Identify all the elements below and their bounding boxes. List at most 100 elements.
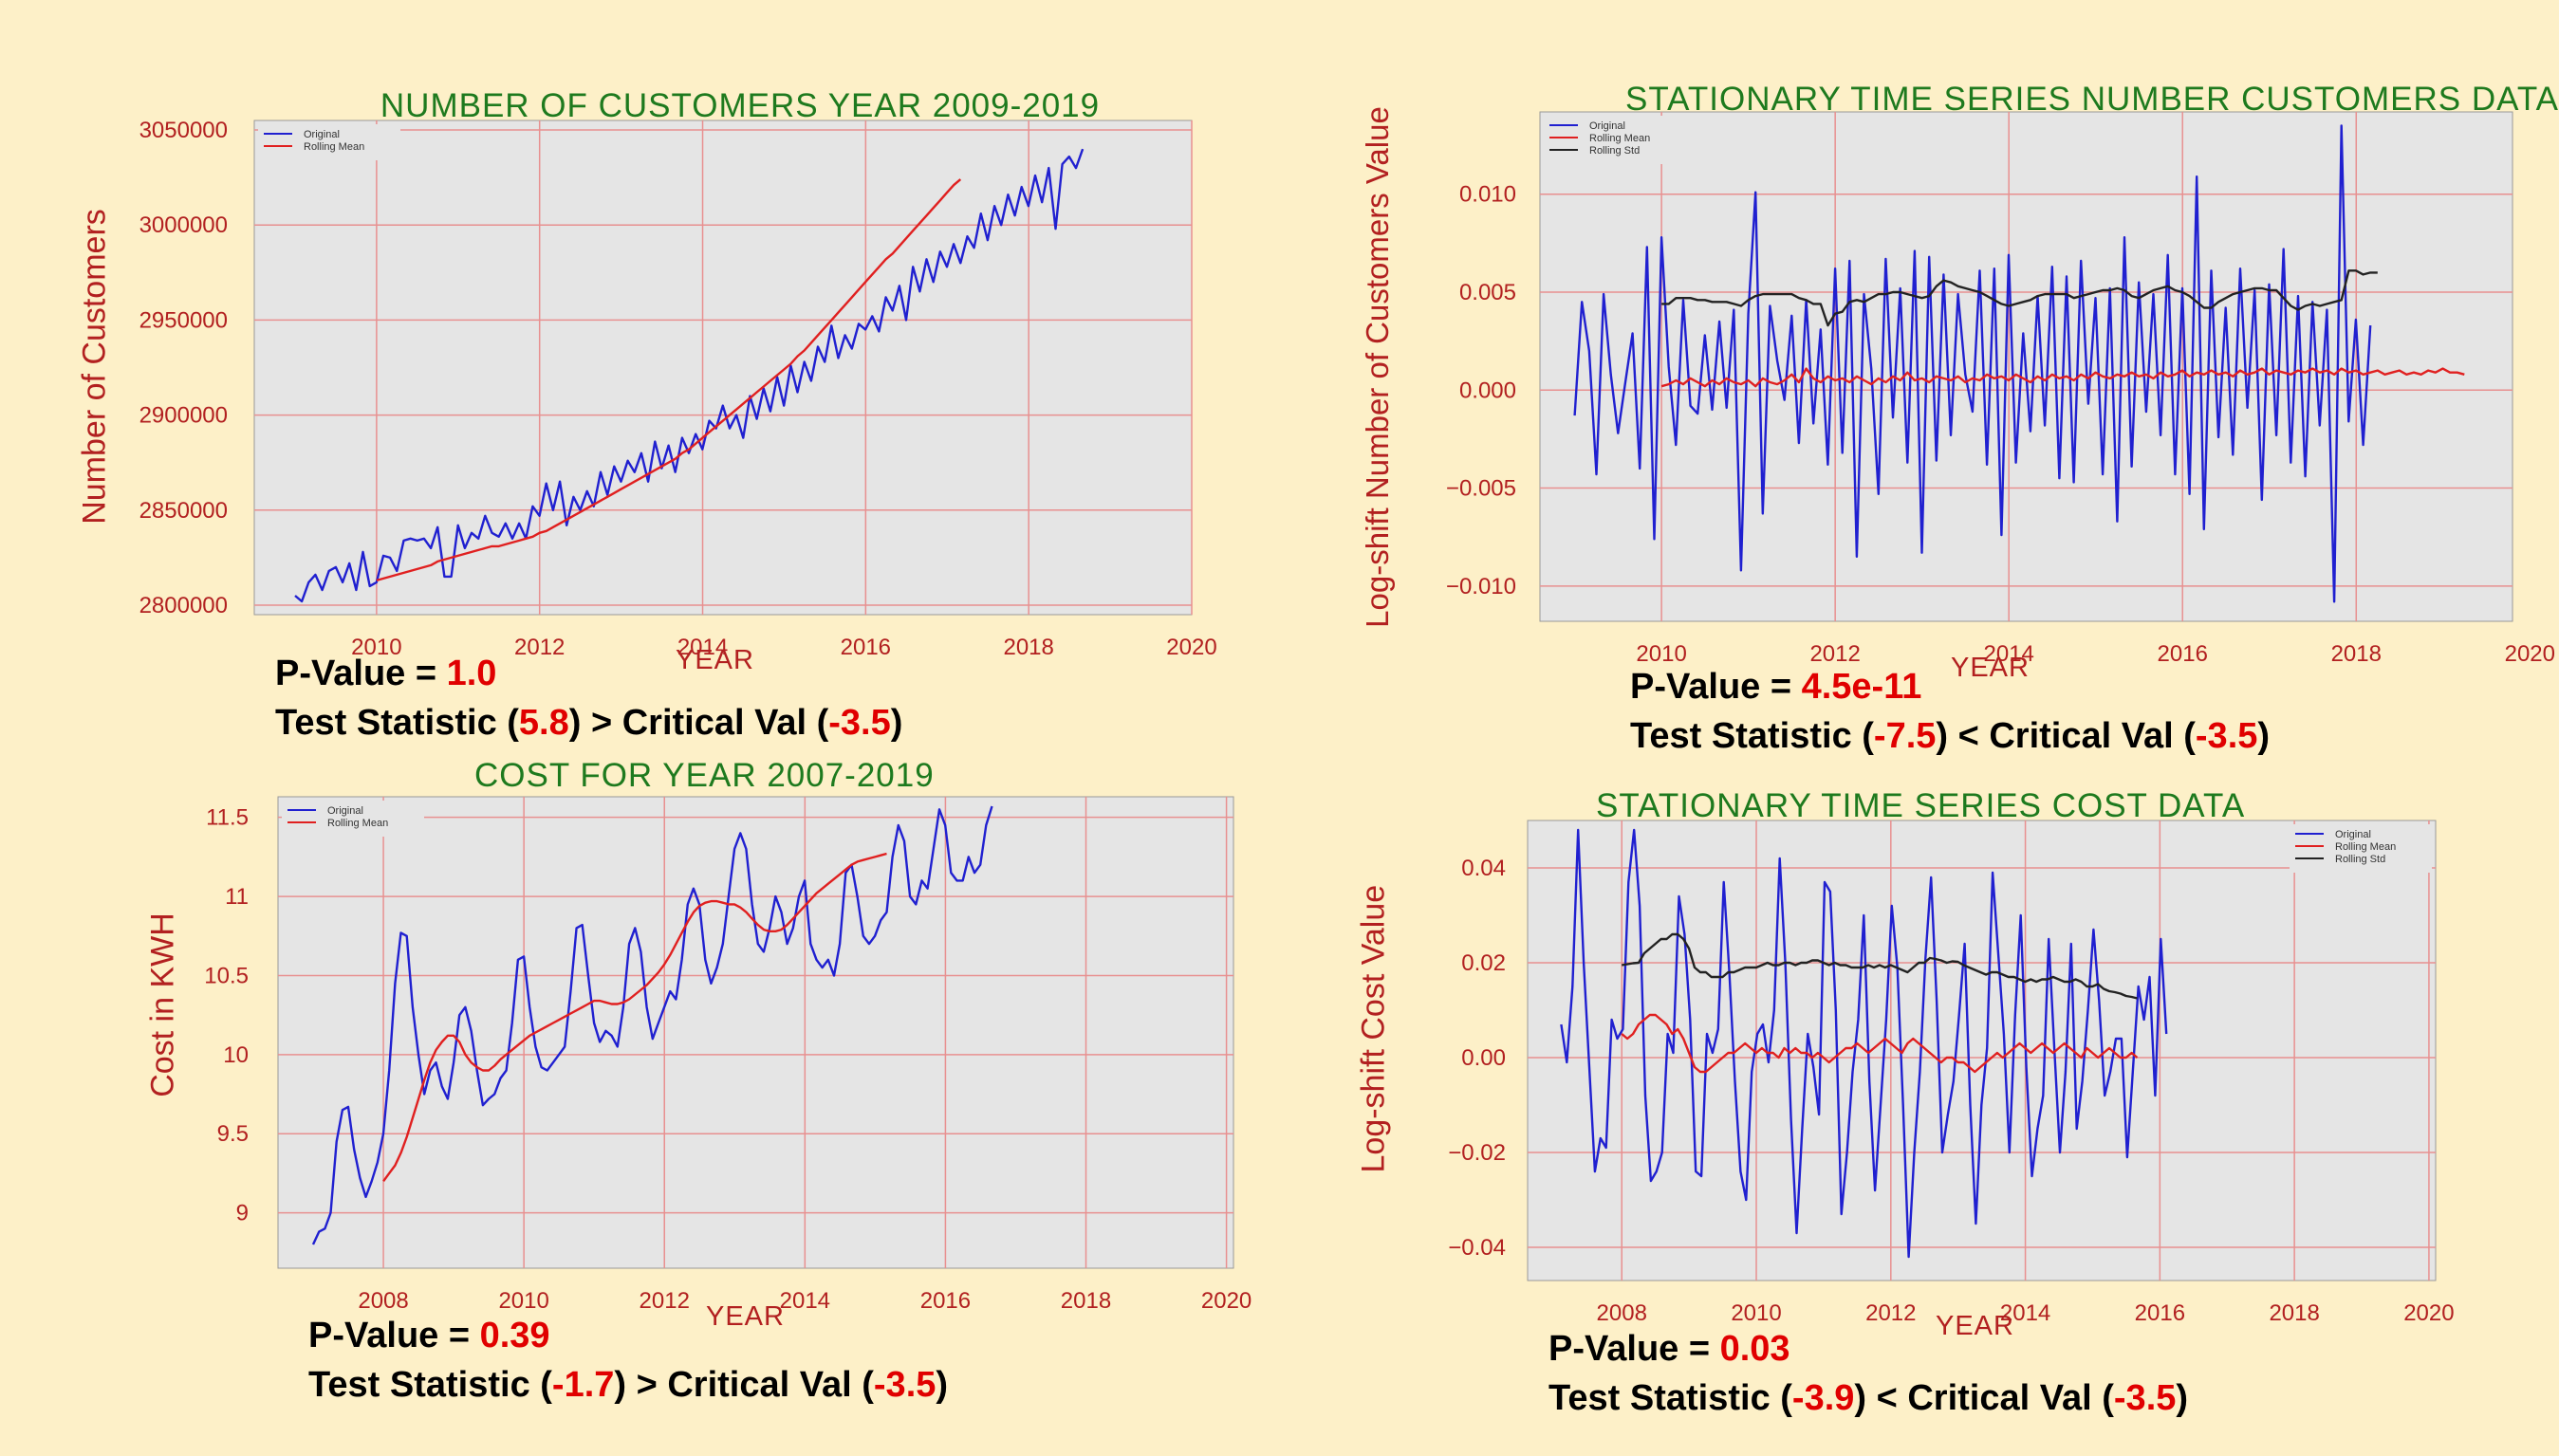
legend-entry: Rolling Mean bbox=[2335, 841, 2396, 853]
y-tick-label: 3000000 bbox=[139, 212, 228, 238]
critical-value: -3.5 bbox=[873, 1365, 936, 1405]
close-paren: ) bbox=[2257, 716, 2271, 756]
ts-label: Test Statistic ( bbox=[1548, 1378, 1792, 1418]
chart-panel-cost: COST FOR YEAR 2007-2019 Cost in KWH 2008… bbox=[0, 749, 1262, 1432]
test-statistic: -7.5 bbox=[1873, 716, 1937, 756]
x-tick-label: 2020 bbox=[1201, 1288, 1252, 1314]
chart-title: COST FOR YEAR 2007-2019 bbox=[474, 757, 935, 794]
line-chart-stationary-cost: 2008 2010 2012 2014 2016 2018 2020 −0.04 −0.02 0.… bbox=[1448, 820, 2455, 1326]
y-tick-label: −0.04 bbox=[1448, 1235, 1506, 1261]
legend-box bbox=[282, 801, 424, 837]
series-line-original bbox=[311, 805, 993, 1245]
plot-area bbox=[277, 796, 1234, 1269]
legend-box bbox=[2290, 824, 2432, 873]
y-tick-label: 2950000 bbox=[139, 307, 228, 333]
adf-test-stats: P-Value = 0.39 Test Statistic (-1.7) > C… bbox=[308, 1311, 948, 1410]
legend-box bbox=[1544, 116, 1686, 164]
legend-entry: Original bbox=[2335, 829, 2371, 840]
pvalue-label: P-Value = bbox=[275, 654, 447, 693]
y-tick-label: 0.000 bbox=[1459, 378, 1516, 403]
ts-label: Test Statistic ( bbox=[308, 1365, 552, 1405]
adf-test-stats: P-Value = 0.03 Test Statistic (-3.9) < C… bbox=[1548, 1324, 2188, 1423]
y-tick-label: 10.5 bbox=[204, 963, 249, 988]
critical-value: -3.5 bbox=[2195, 716, 2258, 756]
series-line-original bbox=[1573, 124, 2372, 603]
critical-value: -3.5 bbox=[2113, 1378, 2177, 1418]
x-tick-label: 2012 bbox=[514, 635, 565, 660]
comparison: ) < Critical Val ( bbox=[1854, 1378, 2114, 1418]
series-line-original bbox=[294, 148, 1085, 603]
test-statistic: -1.7 bbox=[551, 1365, 615, 1405]
y-tick-label: −0.005 bbox=[1446, 476, 1516, 502]
test-statistic: 5.8 bbox=[518, 703, 569, 743]
series-line-rolling-std bbox=[1621, 932, 2138, 1000]
critical-value: -3.5 bbox=[828, 703, 891, 743]
y-tick-label: 0.04 bbox=[1461, 856, 1506, 881]
x-tick-label: 2016 bbox=[920, 1288, 971, 1314]
series-line-rolling-mean bbox=[1660, 367, 2465, 388]
comparison: ) > Critical Val ( bbox=[568, 703, 829, 743]
x-tick-label: 2014 bbox=[2000, 1300, 2050, 1326]
chart-title: STATIONARY TIME SERIES COST DATA bbox=[1596, 787, 2246, 824]
pvalue: 0.03 bbox=[1719, 1329, 1790, 1369]
pvalue-label: P-Value = bbox=[308, 1316, 480, 1355]
legend-entry: Rolling Mean bbox=[327, 818, 388, 829]
x-tick-label: 2018 bbox=[1061, 1288, 1111, 1314]
chart-title: NUMBER OF CUSTOMERS YEAR 2009-2019 bbox=[380, 87, 1101, 124]
x-tick-label: 2010 bbox=[1731, 1300, 1781, 1326]
x-axis-label: YEAR bbox=[676, 645, 754, 675]
pvalue-label: P-Value = bbox=[1630, 667, 1802, 707]
adf-test-stats: P-Value = 1.0 Test Statistic (5.8) > Cri… bbox=[275, 649, 902, 747]
x-tick-label: 2020 bbox=[2403, 1300, 2454, 1326]
x-tick-label: 2018 bbox=[2331, 641, 2382, 667]
y-tick-label: 3050000 bbox=[139, 118, 228, 143]
series-line-rolling-mean bbox=[376, 178, 962, 582]
line-chart-customers: 2010 2012 2014 2016 2018 2020 2800000 2850000 29… bbox=[139, 118, 1217, 660]
close-paren: ) bbox=[2176, 1378, 2189, 1418]
x-tick-label: 2012 bbox=[1865, 1300, 1916, 1326]
comparison: ) < Critical Val ( bbox=[1936, 716, 2196, 756]
y-tick-label: 10 bbox=[223, 1042, 249, 1068]
x-tick-label: 2010 bbox=[1636, 641, 1686, 667]
y-tick-label: −0.02 bbox=[1448, 1140, 1506, 1166]
x-tick-label: 2008 bbox=[358, 1288, 408, 1314]
y-tick-label: 0.010 bbox=[1459, 182, 1516, 208]
x-tick-label: 2018 bbox=[2269, 1300, 2319, 1326]
x-tick-label: 2020 bbox=[2505, 641, 2555, 667]
line-chart-cost: 2008 2010 2012 2014 2016 2018 2020 9 9.5 10 10.5 11… bbox=[204, 796, 1252, 1314]
series-line-rolling-std bbox=[1661, 269, 2378, 327]
series-line-original bbox=[1560, 828, 2168, 1259]
close-paren: ) bbox=[936, 1365, 949, 1405]
y-tick-label: 0.00 bbox=[1461, 1045, 1506, 1071]
x-tick-label: 2020 bbox=[1166, 635, 1216, 660]
x-tick-label: 2014 bbox=[780, 1288, 830, 1314]
y-tick-label: −0.010 bbox=[1446, 574, 1516, 599]
x-tick-label: 2012 bbox=[640, 1288, 690, 1314]
x-axis-label: YEAR bbox=[1936, 1311, 2014, 1341]
x-axis-label: YEAR bbox=[1951, 653, 2030, 683]
line-chart-stationary-customers: 2010 2012 2014 2016 2018 2020 −0.010 −0.005 0.00… bbox=[1446, 111, 2555, 667]
x-tick-label: 2014 bbox=[677, 635, 728, 660]
x-tick-label: 2016 bbox=[841, 635, 891, 660]
x-tick-label: 2010 bbox=[351, 635, 401, 660]
pvalue: 1.0 bbox=[446, 654, 497, 693]
chart-panel-customers: NUMBER OF CUSTOMERS YEAR 2009-2019 Numbe… bbox=[0, 0, 1262, 759]
test-statistic: -3.9 bbox=[1791, 1378, 1855, 1418]
ts-label: Test Statistic ( bbox=[275, 703, 519, 743]
y-tick-label: 2900000 bbox=[139, 403, 228, 429]
x-tick-label: 2016 bbox=[2135, 1300, 2185, 1326]
comparison: ) > Critical Val ( bbox=[614, 1365, 874, 1405]
legend-box bbox=[258, 124, 400, 160]
plot-area bbox=[1527, 820, 2437, 1281]
chart-panel-stationary-customers: STATIONARY TIME SERIES NUMBER CUSTOMERS … bbox=[1271, 0, 2559, 778]
legend-entry: Original bbox=[1589, 120, 1625, 132]
legend-entry: Rolling Mean bbox=[1589, 133, 1650, 144]
x-tick-label: 2008 bbox=[1597, 1300, 1647, 1326]
x-tick-label: 2016 bbox=[2158, 641, 2208, 667]
legend-entry: Rolling Std bbox=[2335, 854, 2385, 865]
pvalue-label: P-Value = bbox=[1548, 1329, 1720, 1369]
